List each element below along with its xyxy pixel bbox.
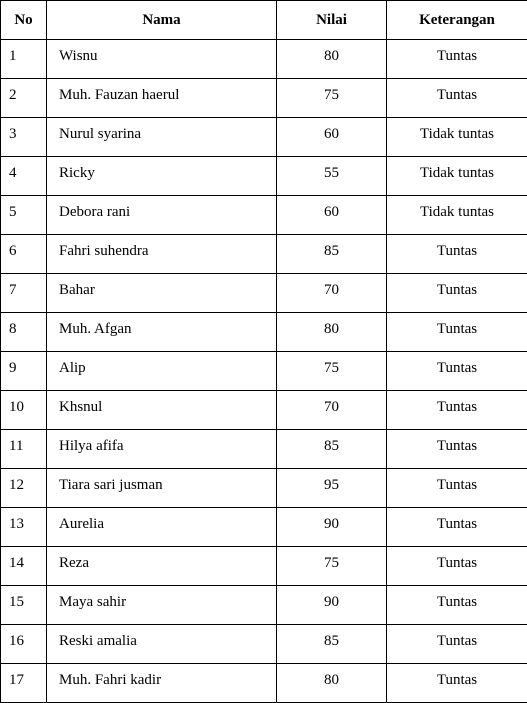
cell-nilai: 60 [277,118,387,157]
table-row: 11 Hilya afifa 85 Tuntas [1,430,527,469]
cell-nama: Hilya afifa [47,430,277,469]
cell-no: 12 [1,469,47,508]
cell-keterangan: Tuntas [387,547,527,586]
cell-keterangan: Tuntas [387,391,527,430]
cell-nama: Bahar [47,274,277,313]
table-row: 3 Nurul syarina 60 Tidak tuntas [1,118,527,157]
cell-no: 5 [1,196,47,235]
cell-nilai: 90 [277,586,387,625]
cell-no: 3 [1,118,47,157]
table-row: 5 Debora rani 60 Tidak tuntas [1,196,527,235]
cell-nilai: 85 [277,430,387,469]
cell-nama: Aurelia [47,508,277,547]
cell-nilai: 70 [277,274,387,313]
table-row: 1 Wisnu 80 Tuntas [1,40,527,79]
table-body: 1 Wisnu 80 Tuntas 2 Muh. Fauzan haerul 7… [1,40,527,703]
cell-no: 16 [1,625,47,664]
table-row: 9 Alip 75 Tuntas [1,352,527,391]
cell-nama: Wisnu [47,40,277,79]
cell-nilai: 55 [277,157,387,196]
table-row: 2 Muh. Fauzan haerul 75 Tuntas [1,79,527,118]
cell-keterangan: Tidak tuntas [387,118,527,157]
cell-no: 7 [1,274,47,313]
cell-no: 15 [1,586,47,625]
cell-keterangan: Tuntas [387,430,527,469]
cell-nama: Debora rani [47,196,277,235]
cell-keterangan: Tidak tuntas [387,157,527,196]
cell-keterangan: Tuntas [387,664,527,703]
cell-no: 1 [1,40,47,79]
cell-keterangan: Tuntas [387,586,527,625]
table-row: 7 Bahar 70 Tuntas [1,274,527,313]
cell-nilai: 75 [277,352,387,391]
cell-nilai: 80 [277,313,387,352]
cell-keterangan: Tuntas [387,469,527,508]
cell-keterangan: Tuntas [387,40,527,79]
cell-nilai: 85 [277,235,387,274]
cell-nama: Tiara sari jusman [47,469,277,508]
cell-nama: Khsnul [47,391,277,430]
cell-nilai: 60 [277,196,387,235]
header-no: No [1,1,47,40]
cell-keterangan: Tuntas [387,274,527,313]
cell-keterangan: Tuntas [387,79,527,118]
header-nama: Nama [47,1,277,40]
cell-nama: Reski amalia [47,625,277,664]
cell-nama: Nurul syarina [47,118,277,157]
table-row: 15 Maya sahir 90 Tuntas [1,586,527,625]
cell-nama: Fahri suhendra [47,235,277,274]
cell-no: 11 [1,430,47,469]
cell-nama: Reza [47,547,277,586]
cell-nama: Alip [47,352,277,391]
cell-no: 10 [1,391,47,430]
cell-no: 13 [1,508,47,547]
cell-no: 14 [1,547,47,586]
cell-nilai: 75 [277,547,387,586]
cell-nilai: 70 [277,391,387,430]
cell-no: 8 [1,313,47,352]
table-row: 17 Muh. Fahri kadir 80 Tuntas [1,664,527,703]
table-row: 10 Khsnul 70 Tuntas [1,391,527,430]
cell-nilai: 80 [277,664,387,703]
cell-keterangan: Tidak tuntas [387,196,527,235]
cell-no: 6 [1,235,47,274]
table-row: 16 Reski amalia 85 Tuntas [1,625,527,664]
table-row: 8 Muh. Afgan 80 Tuntas [1,313,527,352]
cell-keterangan: Tuntas [387,625,527,664]
table-row: 14 Reza 75 Tuntas [1,547,527,586]
cell-nama: Muh. Fauzan haerul [47,79,277,118]
cell-nama: Muh. Fahri kadir [47,664,277,703]
cell-nilai: 85 [277,625,387,664]
table-row: 13 Aurelia 90 Tuntas [1,508,527,547]
cell-nama: Maya sahir [47,586,277,625]
table-header-row: No Nama Nilai Keterangan [1,1,527,40]
cell-nilai: 90 [277,508,387,547]
table-row: 6 Fahri suhendra 85 Tuntas [1,235,527,274]
header-nilai: Nilai [277,1,387,40]
cell-keterangan: Tuntas [387,313,527,352]
cell-no: 2 [1,79,47,118]
cell-keterangan: Tuntas [387,235,527,274]
header-keterangan: Keterangan [387,1,527,40]
cell-keterangan: Tuntas [387,352,527,391]
cell-nilai: 80 [277,40,387,79]
cell-nama: Ricky [47,157,277,196]
cell-nilai: 75 [277,79,387,118]
cell-keterangan: Tuntas [387,508,527,547]
cell-no: 17 [1,664,47,703]
cell-nilai: 95 [277,469,387,508]
table-row: 4 Ricky 55 Tidak tuntas [1,157,527,196]
data-table: No Nama Nilai Keterangan 1 Wisnu 80 Tunt… [0,0,527,703]
cell-no: 4 [1,157,47,196]
cell-nama: Muh. Afgan [47,313,277,352]
cell-no: 9 [1,352,47,391]
table-row: 12 Tiara sari jusman 95 Tuntas [1,469,527,508]
